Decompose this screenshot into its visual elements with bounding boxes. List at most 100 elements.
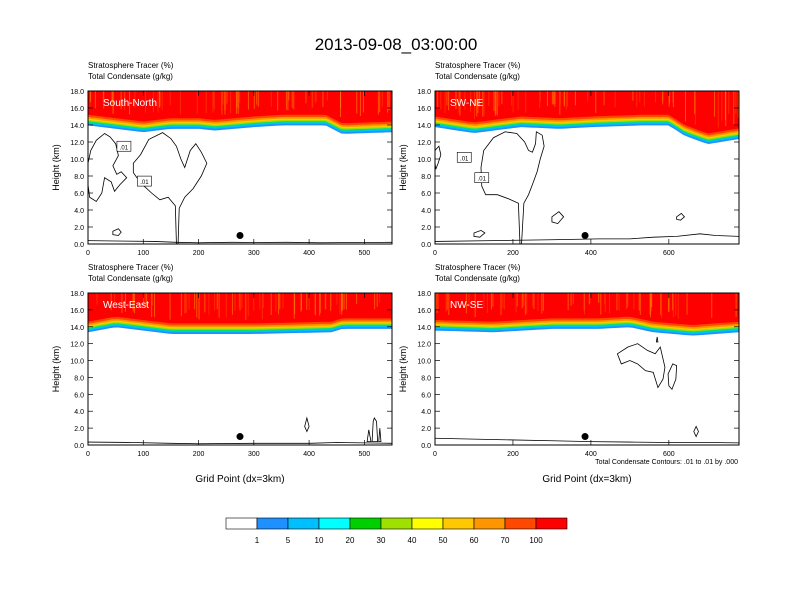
colorbar-swatch bbox=[411, 517, 444, 530]
colorbar-label: 60 bbox=[470, 536, 479, 545]
plot-area bbox=[435, 91, 739, 244]
x-tick-label: 200 bbox=[507, 250, 519, 257]
y-tick-label: 8.0 bbox=[74, 174, 84, 181]
colorbar-label: 10 bbox=[315, 536, 324, 545]
y-tick-label: 6.0 bbox=[74, 392, 84, 399]
plot-frame bbox=[87, 292, 393, 446]
chart-panel-sw-ne: .01 .01 SW-NE Stratosphere Tracer (%) Total … bbox=[398, 61, 740, 257]
contour-label: .01 bbox=[460, 156, 469, 162]
y-tick-label: 6.0 bbox=[74, 191, 84, 198]
condensate-contour bbox=[667, 363, 678, 391]
field-label-tracer: Stratosphere Tracer (%) bbox=[88, 61, 174, 70]
condensate-contour bbox=[480, 131, 545, 244]
colorbar-swatch bbox=[225, 517, 258, 530]
y-tick-label: 0.0 bbox=[74, 242, 84, 249]
y-tick-label: 10.0 bbox=[417, 359, 431, 366]
field-label-tracer: Stratosphere Tracer (%) bbox=[435, 61, 521, 70]
y-tick-label: 2.0 bbox=[74, 225, 84, 232]
terrain-line bbox=[88, 441, 392, 445]
x-tick-label: 300 bbox=[248, 451, 260, 458]
x-tick-label: 500 bbox=[359, 250, 371, 257]
y-tick-label: 0.0 bbox=[421, 242, 431, 249]
field-label-condensate: Total Condensate (g/kg) bbox=[435, 274, 520, 283]
y-tick-label: 14.0 bbox=[417, 123, 431, 130]
y-tick-label: 16.0 bbox=[417, 106, 431, 113]
y-tick-label: 18.0 bbox=[70, 89, 84, 96]
condensate-contour bbox=[366, 429, 372, 443]
y-axis-label: Height (km) bbox=[398, 346, 408, 393]
condensate-contour bbox=[378, 428, 382, 443]
colorbar-swatch bbox=[256, 517, 289, 530]
terrain-line bbox=[435, 233, 739, 242]
x-axis-label-west-east: Grid Point (dx=3km) bbox=[195, 474, 284, 485]
y-tick-label: 18.0 bbox=[70, 291, 84, 298]
plot-frame bbox=[434, 90, 740, 245]
x-tick-label: 0 bbox=[86, 451, 90, 458]
y-tick-label: 8.0 bbox=[74, 375, 84, 382]
y-axis-label: Height (km) bbox=[51, 144, 61, 191]
y-tick-label: 12.0 bbox=[70, 342, 84, 349]
condensate-contour bbox=[435, 145, 442, 170]
colorbar-swatch bbox=[349, 517, 382, 530]
y-tick-label: 12.0 bbox=[417, 342, 431, 349]
y-tick-label: 2.0 bbox=[421, 225, 431, 232]
field-label-tracer: Stratosphere Tracer (%) bbox=[88, 263, 174, 272]
x-tick-label: 400 bbox=[303, 250, 315, 257]
colorbar-label: 40 bbox=[408, 536, 417, 545]
plot-area bbox=[88, 293, 392, 445]
panel-label: SW-NE bbox=[450, 98, 483, 109]
panel-label: South-North bbox=[103, 98, 157, 109]
x-tick-label: 400 bbox=[585, 451, 597, 458]
figure-title: 2013-09-08_03:00:00 bbox=[315, 35, 478, 54]
y-axis-label: Height (km) bbox=[398, 144, 408, 191]
field-label-tracer: Stratosphere Tracer (%) bbox=[435, 263, 521, 272]
colorbar-label: 20 bbox=[346, 536, 355, 545]
x-tick-label: 200 bbox=[193, 250, 205, 257]
panel-label: NW-SE bbox=[450, 300, 483, 311]
contour-label-box bbox=[116, 140, 132, 152]
colorbar-swatch bbox=[504, 517, 537, 530]
y-tick-label: 4.0 bbox=[421, 409, 431, 416]
y-tick-label: 10.0 bbox=[70, 359, 84, 366]
y-tick-label: 4.0 bbox=[421, 208, 431, 215]
y-tick-label: 0.0 bbox=[421, 443, 431, 450]
condensate-contour bbox=[304, 416, 310, 433]
colorbar-swatch bbox=[287, 517, 320, 530]
contour-label: .01 bbox=[120, 145, 129, 151]
plot-area bbox=[88, 91, 392, 244]
y-tick-label: 4.0 bbox=[74, 409, 84, 416]
condensate-contour bbox=[676, 212, 686, 221]
y-tick-label: 14.0 bbox=[70, 123, 84, 130]
y-tick-label: 12.0 bbox=[70, 140, 84, 147]
x-tick-label: 100 bbox=[137, 250, 149, 257]
y-tick-label: 18.0 bbox=[417, 291, 431, 298]
contour-label-box bbox=[137, 175, 152, 187]
x-tick-label: 600 bbox=[663, 451, 675, 458]
x-tick-label: 0 bbox=[86, 250, 90, 257]
colorbar-label: 100 bbox=[529, 536, 543, 545]
terrain-line bbox=[88, 240, 392, 244]
y-tick-label: 12.0 bbox=[417, 140, 431, 147]
tracer-band bbox=[435, 293, 739, 326]
x-tick-label: 0 bbox=[433, 250, 437, 257]
condensate-contour bbox=[473, 229, 486, 238]
contour-label-box bbox=[474, 172, 490, 183]
x-tick-label: 400 bbox=[585, 250, 597, 257]
y-tick-label: 2.0 bbox=[421, 426, 431, 433]
location-marker bbox=[236, 232, 244, 239]
y-tick-label: 8.0 bbox=[421, 375, 431, 382]
condensate-contour bbox=[112, 228, 122, 236]
condensate-contour bbox=[551, 211, 565, 225]
chart-panel-nw-se: NW-SE Stratosphere Tracer (%) Total Conden… bbox=[398, 263, 740, 458]
colorbar-swatch bbox=[473, 517, 506, 530]
condensate-contour bbox=[88, 133, 128, 203]
colorbar-label: 5 bbox=[286, 536, 291, 545]
condensate-contour bbox=[655, 336, 659, 343]
colorbar-label: 70 bbox=[501, 536, 510, 545]
y-tick-label: 6.0 bbox=[421, 392, 431, 399]
y-tick-label: 8.0 bbox=[421, 174, 431, 181]
x-tick-label: 200 bbox=[193, 451, 205, 458]
y-tick-label: 10.0 bbox=[417, 157, 431, 164]
colorbar-swatch bbox=[380, 517, 413, 530]
y-tick-label: 10.0 bbox=[70, 157, 84, 164]
